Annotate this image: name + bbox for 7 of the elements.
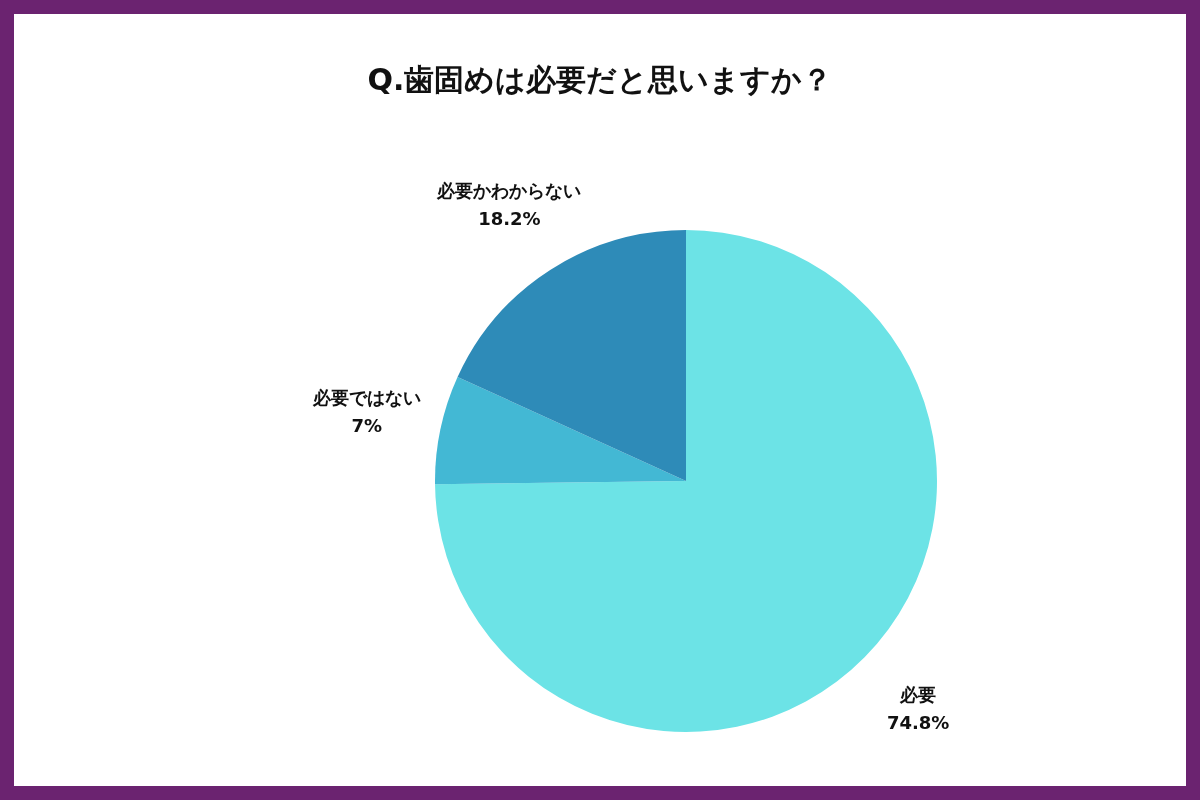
data-label: 18.2% [478,208,541,230]
slice-label: 必要ではない [311,387,421,409]
data-label: 7% [351,415,382,437]
data-label: 74.8% [886,711,950,733]
slice-label: 必要 [899,683,937,705]
slice-label: 必要かわからない [436,180,582,202]
chart-title: Q.歯固めは必要だと思いますか？ [367,61,833,97]
